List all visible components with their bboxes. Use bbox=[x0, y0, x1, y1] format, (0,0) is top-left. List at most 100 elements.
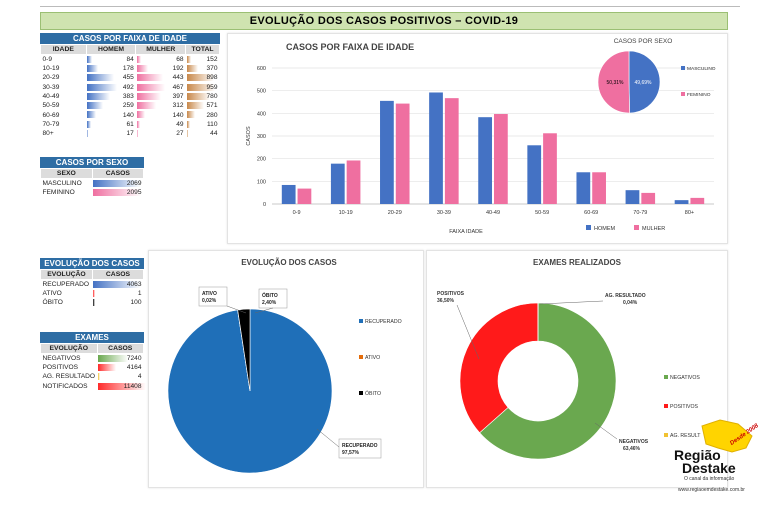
age-cell-databar bbox=[136, 56, 141, 63]
age-cell-databar bbox=[136, 83, 165, 91]
bar-mulher-80+ bbox=[690, 197, 705, 204]
bar-mulher-30-39 bbox=[444, 98, 459, 204]
age-cell-databar bbox=[87, 102, 103, 110]
row-label: AG. RESULTADO bbox=[42, 373, 96, 381]
exam-legend-label: AG. RESULT bbox=[670, 433, 701, 439]
row-label: NOTIFICADOS bbox=[42, 382, 88, 390]
age-cell-total: 152 bbox=[186, 55, 220, 65]
exam-col-evolucao: EVOLUÇÃO bbox=[40, 343, 98, 354]
exam-donut-title: EXAMES REALIZADOS bbox=[533, 258, 622, 267]
exam-table-block: EXAMES EVOLUÇÃO CASOS NEGATIVOS 7240 POSIT… bbox=[40, 332, 147, 391]
slice-positivos bbox=[459, 302, 539, 434]
age-cell-value: 44 bbox=[210, 130, 218, 138]
page-title: EVOLUÇÃO DOS CASOS POSITIVOS – COVID-19 bbox=[40, 12, 728, 30]
age-cell-value: 27 bbox=[176, 130, 184, 138]
evol-callout-box bbox=[338, 438, 382, 459]
bar-legend-label: MULHER bbox=[642, 226, 665, 232]
logo-tagline: O canal da informação bbox=[684, 476, 735, 482]
bar-xtick-label: 80+ bbox=[685, 210, 694, 216]
row-databar bbox=[98, 355, 129, 362]
age-cell-total: 959 bbox=[186, 83, 220, 92]
sex-row: MASCULINO 2069 bbox=[41, 179, 144, 189]
evol-callout-label: ÓBITO bbox=[262, 291, 278, 299]
evol-legend-label: RECUPERADO bbox=[365, 319, 402, 325]
row-label: POSITIVOS bbox=[42, 364, 79, 372]
row-databar bbox=[98, 382, 147, 390]
age-cell-databar bbox=[87, 65, 98, 72]
row-databar bbox=[93, 290, 96, 297]
bar-x-axis-label: FAIXA IDADE bbox=[449, 229, 483, 235]
evol-callout-value: 97,57% bbox=[342, 450, 360, 456]
evol-legend-swatch bbox=[359, 355, 363, 359]
age-cell-value: 571 bbox=[206, 102, 218, 110]
age-row: 70-79 61 49 110 bbox=[41, 120, 220, 129]
age-cell-databar bbox=[87, 74, 115, 82]
top-divider bbox=[40, 6, 740, 7]
age-cell-homem: 61 bbox=[86, 120, 136, 129]
evol-col-casos: CASOS bbox=[91, 269, 145, 280]
exam-legend-swatch bbox=[664, 433, 668, 437]
age-cell-total: 280 bbox=[186, 110, 220, 119]
evol-row: ATIVO 1 bbox=[41, 289, 144, 298]
row-databar bbox=[98, 364, 116, 371]
age-cell-value: 61 bbox=[126, 120, 134, 128]
age-cell-total: 44 bbox=[186, 129, 220, 138]
exam-legend-label: POSITIVOS bbox=[670, 404, 699, 410]
age-cell-value: 84 bbox=[126, 56, 134, 63]
age-cell-databar bbox=[186, 92, 210, 100]
age-cell-databar bbox=[136, 74, 164, 82]
bar-mulher-10-19 bbox=[346, 160, 361, 204]
age-cell-value: 898 bbox=[206, 74, 218, 82]
age-cell-databar bbox=[136, 92, 161, 100]
row-value-cell: 2069 bbox=[92, 179, 143, 189]
exam-label-positivos: POSITIVOS bbox=[437, 291, 465, 297]
age-cell-mulher: 312 bbox=[136, 101, 186, 110]
age-cell-value: 383 bbox=[122, 93, 134, 101]
age-cell-homem: 17 bbox=[86, 129, 136, 138]
age-row: 80+ 17 27 44 bbox=[41, 129, 220, 138]
age-row: 0-9 84 68 152 bbox=[41, 55, 220, 65]
age-cell-total: 370 bbox=[186, 64, 220, 73]
bar-ytick-label: 600 bbox=[257, 66, 266, 72]
row-value: 2095 bbox=[126, 189, 142, 197]
age-cell-databar bbox=[186, 102, 204, 110]
sex-pie-panel: CASOS POR SEXO 49,69% 50,31% MASCULINO FEMIN… bbox=[585, 34, 727, 122]
age-cell-mulher: 68 bbox=[136, 55, 186, 65]
row-value-cell: 4164 bbox=[97, 363, 143, 372]
row-value: 4164 bbox=[126, 364, 142, 372]
bar-y-axis-label: CASOS bbox=[246, 126, 252, 146]
age-cell-idade: 20-29 bbox=[42, 74, 60, 82]
age-cell-databar bbox=[87, 83, 117, 91]
sex-legend-swatch bbox=[681, 66, 685, 70]
age-cell-homem: 455 bbox=[86, 73, 136, 82]
exam-row: NEGATIVOS 7240 bbox=[41, 354, 144, 364]
row-value: 2069 bbox=[126, 180, 142, 187]
age-cell-mulher: 27 bbox=[136, 129, 186, 138]
age-cell-mulher: 467 bbox=[136, 83, 186, 92]
sex-col-casos: CASOS bbox=[91, 168, 145, 179]
exam-col-casos: CASOS bbox=[96, 343, 145, 354]
age-cell-homem: 140 bbox=[86, 110, 136, 119]
age-cell-value: 178 bbox=[122, 65, 134, 73]
bar-homem-40-49 bbox=[478, 117, 492, 204]
age-cell-value: 492 bbox=[122, 83, 134, 91]
age-cell-value: 280 bbox=[206, 111, 218, 119]
exam-donut-panel: EXAMES REALIZADOS POSITIVOS 36,50% AG. RESU… bbox=[426, 250, 728, 488]
age-cell-databar bbox=[136, 65, 149, 72]
row-databar bbox=[98, 373, 101, 381]
evol-pie-title: EVOLUÇÃO DOS CASOS bbox=[241, 258, 337, 267]
bar-homem-20-29 bbox=[380, 100, 394, 204]
row-databar bbox=[93, 299, 96, 307]
row-value: 11408 bbox=[123, 382, 142, 390]
slice-feminino bbox=[597, 50, 630, 114]
row-value: 7240 bbox=[126, 355, 142, 362]
age-bar-chart: CASOS POR FAIXA DE IDADE 0 100 200 300 400 500… bbox=[246, 42, 714, 235]
age-cell-databar bbox=[186, 65, 198, 72]
age-col-homem: HOMEM bbox=[85, 44, 137, 55]
sex-col-sexo: SEXO bbox=[40, 168, 93, 179]
age-row: 50-59 259 312 571 bbox=[41, 101, 220, 110]
bar-xtick-label: 40-49 bbox=[486, 210, 500, 216]
evol-legend-swatch bbox=[359, 319, 363, 323]
exam-legend-swatch bbox=[664, 375, 668, 379]
